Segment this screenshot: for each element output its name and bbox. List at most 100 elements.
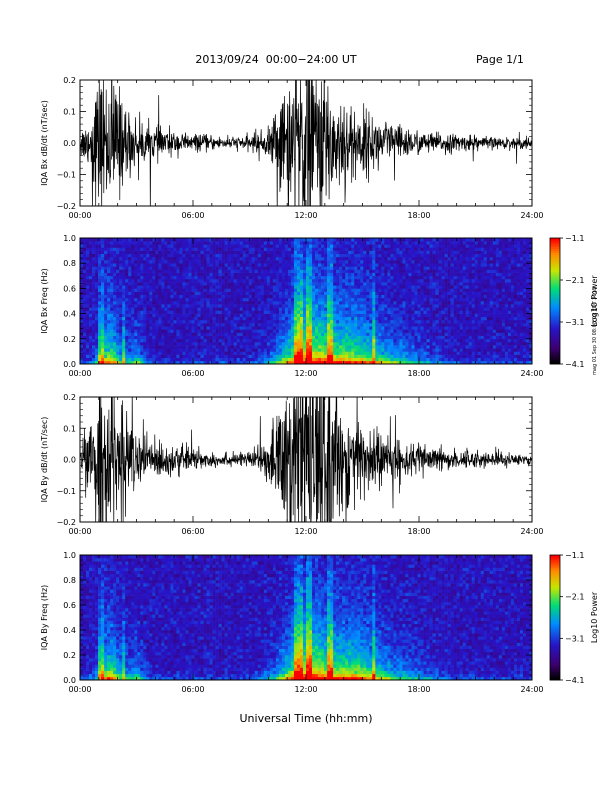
heat-cell <box>122 310 126 314</box>
heat-cell <box>330 244 334 248</box>
heat-cell <box>134 329 138 333</box>
heat-cell <box>218 354 222 358</box>
heat-cell <box>399 269 403 273</box>
heat-cell <box>104 329 108 333</box>
heat-cell <box>110 335 114 340</box>
heat-cell <box>149 313 153 318</box>
heat-cell <box>251 354 256 358</box>
heat-cell <box>236 351 240 355</box>
heat-cell <box>206 291 210 295</box>
heat-cell <box>227 275 231 280</box>
heat-cell <box>113 348 117 352</box>
heat-cell <box>363 348 367 352</box>
heat-cell <box>369 357 373 362</box>
heat-cell <box>212 238 216 242</box>
heat-cell <box>278 354 283 358</box>
heat-cell <box>155 238 159 242</box>
heat-cell <box>381 288 385 292</box>
heat-cell <box>339 253 343 258</box>
heat-cell <box>366 338 370 343</box>
heat-cell <box>161 260 165 264</box>
heat-cell <box>239 272 244 277</box>
heat-cell <box>251 323 256 327</box>
heat-cell <box>321 326 325 330</box>
heat-cell <box>182 313 186 318</box>
heat-cell <box>176 341 180 346</box>
heat-cell <box>221 307 225 311</box>
heat-cell <box>306 263 310 267</box>
heat-cell <box>299 285 304 289</box>
heat-cell <box>158 338 162 343</box>
heat-cell <box>107 238 111 242</box>
heat-cell <box>414 272 418 277</box>
heat-cell <box>408 301 412 305</box>
heat-cell <box>257 323 262 327</box>
heat-cell <box>254 323 259 327</box>
heat-cell <box>224 319 228 324</box>
heat-cell <box>248 329 253 333</box>
heat-cell <box>284 351 289 355</box>
heat-cell <box>254 282 259 286</box>
heat-cell <box>95 310 99 314</box>
heat-cell <box>375 250 379 255</box>
heat-cell <box>414 351 418 355</box>
heat-cell <box>324 272 328 277</box>
heat-cell <box>324 244 328 248</box>
heat-cell <box>402 307 406 311</box>
heat-cell <box>260 304 265 308</box>
heat-cell <box>98 288 102 292</box>
heat-cell <box>417 278 421 283</box>
heat-cell <box>423 241 427 245</box>
heat-cell <box>110 354 114 358</box>
heat-cell <box>233 326 237 330</box>
heat-cell <box>206 316 210 321</box>
heat-cell <box>191 260 195 264</box>
heat-cell <box>80 338 84 343</box>
heat-cell <box>194 335 198 340</box>
heat-cell <box>224 294 228 299</box>
heat-cell <box>185 256 189 261</box>
heat-cell <box>221 275 225 280</box>
heat-cell <box>179 341 183 346</box>
heat-cell <box>257 351 262 355</box>
heat-cell <box>170 338 174 343</box>
heat-cell <box>306 338 310 343</box>
heat-cell <box>387 256 391 261</box>
heat-cell <box>324 291 328 295</box>
heat-cell <box>86 250 90 255</box>
heat-cell <box>155 297 159 302</box>
heat-cell <box>248 266 253 270</box>
heat-cell <box>248 275 253 280</box>
heat-cell <box>360 256 364 261</box>
heat-cell <box>134 332 138 336</box>
heat-cell <box>372 272 376 277</box>
heat-cell <box>393 329 397 333</box>
heat-cell <box>438 316 442 321</box>
heat-cell <box>435 313 439 318</box>
heat-cell <box>137 294 141 299</box>
heat-cell <box>306 348 310 352</box>
heat-cell <box>83 338 87 343</box>
heat-cell <box>330 326 334 330</box>
heat-cell <box>266 326 271 330</box>
heat-cell <box>194 338 198 343</box>
heat-cell <box>414 244 418 248</box>
heat-cell <box>372 360 376 365</box>
heat-cell <box>345 288 349 292</box>
heat-cell <box>101 288 105 292</box>
heat-cell <box>390 323 394 327</box>
heat-cell <box>429 291 433 295</box>
heat-cell <box>83 250 87 255</box>
heat-cell <box>140 348 144 352</box>
heat-cell <box>333 301 337 305</box>
heat-cell <box>167 285 171 289</box>
heat-cell <box>248 335 253 340</box>
heat-cell <box>221 266 225 270</box>
heat-cell <box>230 329 234 333</box>
heat-cell <box>239 238 244 242</box>
heat-cell <box>342 304 346 308</box>
heat-cell <box>182 354 186 358</box>
heat-cell <box>266 241 271 245</box>
heat-cell <box>330 332 334 336</box>
heat-cell <box>302 307 307 311</box>
